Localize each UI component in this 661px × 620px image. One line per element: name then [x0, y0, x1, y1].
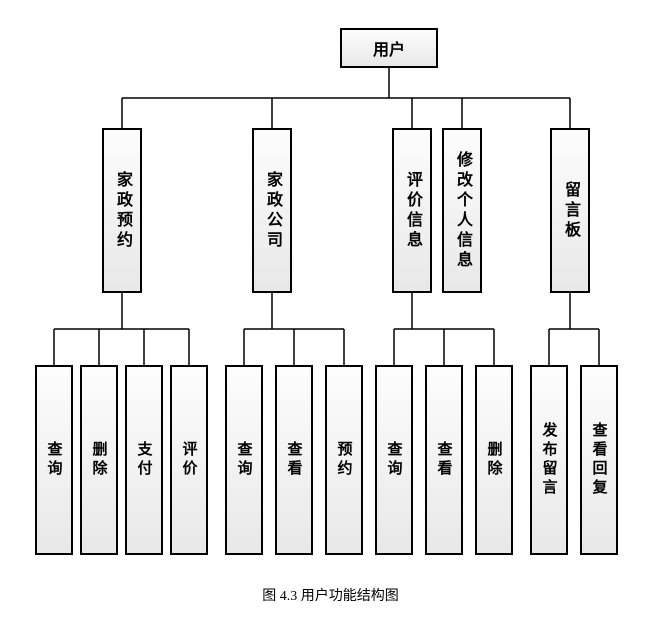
mid-node-1: 家政预约 — [102, 128, 142, 293]
leaf-node-11: 发布留言 — [530, 365, 568, 555]
leaf-node-1: 查询 — [35, 365, 73, 555]
leaf-node-8: 查询 — [375, 365, 413, 555]
leaf-node-4: 评价 — [170, 365, 208, 555]
root-node: 用户 — [340, 28, 438, 68]
mid-node-2: 家政公司 — [252, 128, 292, 293]
leaf-node-6: 查看 — [275, 365, 313, 555]
mid-node-5: 留言板 — [550, 128, 590, 293]
leaf-node-5: 查询 — [225, 365, 263, 555]
mid-node-4: 修改个人信息 — [442, 128, 482, 293]
leaf-node-9: 查看 — [425, 365, 463, 555]
mid-node-3: 评价信息 — [392, 128, 432, 293]
figure-caption: 图 4.3 用户功能结构图 — [0, 585, 661, 605]
leaf-node-2: 删除 — [80, 365, 118, 555]
leaf-node-12: 查看回复 — [580, 365, 618, 555]
leaf-node-10: 删除 — [475, 365, 513, 555]
leaf-node-3: 支付 — [125, 365, 163, 555]
leaf-node-7: 预约 — [325, 365, 363, 555]
